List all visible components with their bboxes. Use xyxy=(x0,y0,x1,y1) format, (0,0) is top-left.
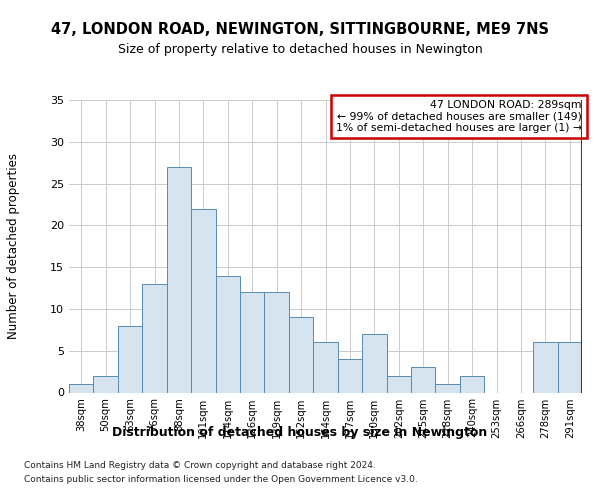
Text: Contains HM Land Registry data © Crown copyright and database right 2024.: Contains HM Land Registry data © Crown c… xyxy=(24,462,376,470)
Bar xyxy=(240,292,265,392)
Bar xyxy=(94,376,118,392)
Bar xyxy=(460,376,484,392)
Bar xyxy=(436,384,460,392)
Bar xyxy=(69,384,94,392)
Text: Size of property relative to detached houses in Newington: Size of property relative to detached ho… xyxy=(118,42,482,56)
Text: Contains public sector information licensed under the Open Government Licence v3: Contains public sector information licen… xyxy=(24,476,418,484)
Bar xyxy=(362,334,386,392)
Bar xyxy=(191,208,215,392)
Bar xyxy=(411,368,436,392)
Bar xyxy=(142,284,167,393)
Bar xyxy=(215,276,240,392)
Bar xyxy=(557,342,582,392)
Bar xyxy=(313,342,338,392)
Text: Distribution of detached houses by size in Newington: Distribution of detached houses by size … xyxy=(112,426,488,439)
Text: 47 LONDON ROAD: 289sqm
← 99% of detached houses are smaller (149)
1% of semi-det: 47 LONDON ROAD: 289sqm ← 99% of detached… xyxy=(336,100,582,133)
Y-axis label: Number of detached properties: Number of detached properties xyxy=(7,153,20,340)
Bar xyxy=(533,342,557,392)
Bar xyxy=(118,326,142,392)
Bar xyxy=(265,292,289,392)
Bar xyxy=(289,318,313,392)
Bar xyxy=(338,359,362,392)
Bar xyxy=(386,376,411,392)
Text: 47, LONDON ROAD, NEWINGTON, SITTINGBOURNE, ME9 7NS: 47, LONDON ROAD, NEWINGTON, SITTINGBOURN… xyxy=(51,22,549,38)
Bar xyxy=(167,167,191,392)
